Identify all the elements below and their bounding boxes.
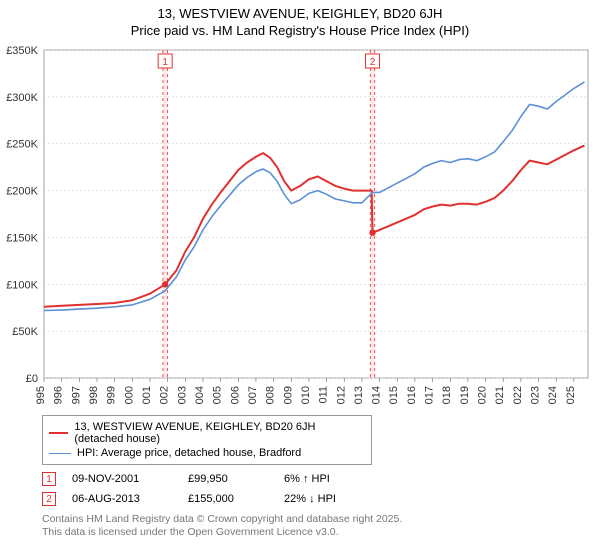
- svg-text:2015: 2015: [388, 386, 400, 404]
- sale-delta: 6% ↑ HPI: [284, 473, 374, 485]
- svg-text:£200K: £200K: [6, 186, 38, 198]
- svg-text:2009: 2009: [282, 386, 294, 404]
- svg-text:2007: 2007: [247, 386, 259, 404]
- legend-row: 13, WESTVIEW AVENUE, KEIGHLEY, BD20 6JH …: [49, 420, 365, 446]
- price-chart: £0 £50K £100K £150K £200K £250K £300K £350K 1995…: [0, 44, 592, 404]
- svg-text:2001: 2001: [141, 386, 153, 404]
- svg-text:£250K: £250K: [6, 139, 38, 151]
- svg-text:1998: 1998: [88, 386, 100, 404]
- svg-text:2002: 2002: [159, 386, 171, 404]
- legend: 13, WESTVIEW AVENUE, KEIGHLEY, BD20 6JH …: [42, 415, 372, 465]
- chart-subtitle: Price paid vs. HM Land Registry's House …: [0, 21, 600, 38]
- sales-table: 1 09-NOV-2001 £99,950 6% ↑ HPI 2 06-AUG-2013 £…: [42, 469, 592, 509]
- svg-text:£300K: £300K: [6, 92, 38, 104]
- svg-text:2023: 2023: [530, 386, 542, 404]
- svg-text:2024: 2024: [547, 386, 559, 404]
- chart-title: 13, WESTVIEW AVENUE, KEIGHLEY, BD20 6JH: [0, 0, 600, 21]
- legend-label: HPI: Average price, detached house, Brad…: [77, 447, 301, 459]
- svg-text:2003: 2003: [176, 386, 188, 404]
- sale-marker: 2: [42, 492, 56, 506]
- svg-text:2016: 2016: [406, 386, 418, 404]
- svg-text:2014: 2014: [371, 386, 383, 404]
- svg-text:2006: 2006: [229, 386, 241, 404]
- sale-price: £155,000: [188, 493, 268, 505]
- svg-text:1997: 1997: [70, 386, 82, 404]
- sale-delta: 22% ↓ HPI: [284, 493, 374, 505]
- svg-text:1995: 1995: [35, 386, 47, 404]
- svg-text:2: 2: [370, 57, 376, 68]
- attribution-line: Contains HM Land Registry data © Crown c…: [42, 513, 592, 526]
- svg-text:2025: 2025: [565, 386, 577, 404]
- svg-text:£50K: £50K: [12, 326, 38, 338]
- svg-text:£350K: £350K: [6, 45, 38, 57]
- sale-marker: 1: [42, 472, 56, 486]
- svg-text:2010: 2010: [300, 386, 312, 404]
- legend-row: HPI: Average price, detached house, Brad…: [49, 446, 365, 460]
- svg-text:1999: 1999: [106, 386, 118, 404]
- svg-text:£100K: £100K: [6, 279, 38, 291]
- legend-label: 13, WESTVIEW AVENUE, KEIGHLEY, BD20 6JH …: [74, 421, 365, 445]
- svg-text:2012: 2012: [335, 386, 347, 404]
- svg-text:2020: 2020: [477, 386, 489, 404]
- svg-text:1996: 1996: [53, 386, 65, 404]
- svg-text:2017: 2017: [424, 386, 436, 404]
- svg-text:2000: 2000: [123, 386, 135, 404]
- attribution: Contains HM Land Registry data © Crown c…: [42, 513, 592, 539]
- svg-text:2013: 2013: [353, 386, 365, 404]
- sale-row: 2 06-AUG-2013 £155,000 22% ↓ HPI: [42, 489, 592, 509]
- svg-text:£0: £0: [26, 373, 38, 385]
- svg-text:2011: 2011: [318, 386, 330, 404]
- svg-text:£150K: £150K: [6, 232, 38, 244]
- svg-text:2021: 2021: [494, 386, 506, 404]
- svg-text:2004: 2004: [194, 386, 206, 404]
- svg-text:2022: 2022: [512, 386, 524, 404]
- svg-text:2008: 2008: [265, 386, 277, 404]
- svg-text:2019: 2019: [459, 386, 471, 404]
- legend-swatch: [49, 432, 68, 434]
- svg-text:1: 1: [162, 57, 168, 68]
- sale-date: 09-NOV-2001: [72, 473, 172, 485]
- sale-row: 1 09-NOV-2001 £99,950 6% ↑ HPI: [42, 469, 592, 489]
- svg-text:2005: 2005: [212, 386, 224, 404]
- attribution-line: This data is licensed under the Open Gov…: [42, 526, 592, 539]
- svg-text:2018: 2018: [441, 386, 453, 404]
- sale-date: 06-AUG-2013: [72, 493, 172, 505]
- sale-price: £99,950: [188, 473, 268, 485]
- legend-swatch: [49, 453, 71, 454]
